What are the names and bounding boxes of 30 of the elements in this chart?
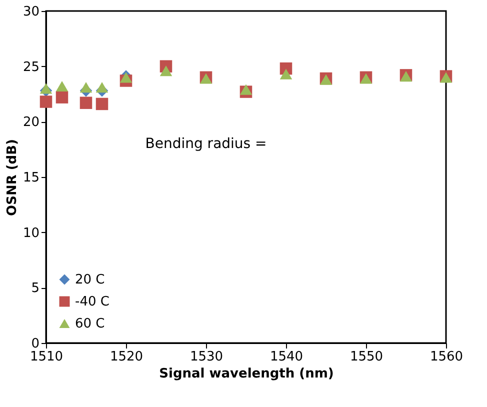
y-tick-label: 30	[22, 4, 40, 20]
point	[56, 80, 68, 92]
point	[80, 82, 92, 93]
legend-label: 20 C	[75, 272, 105, 288]
legend-label: 60 C	[75, 316, 105, 332]
y-tick-label: 10	[22, 226, 40, 241]
y-tick-label: 5	[31, 281, 40, 296]
x-tick-label: 1510	[30, 350, 64, 364]
point	[40, 96, 52, 108]
point	[240, 84, 252, 95]
point	[40, 83, 52, 94]
point	[80, 96, 92, 109]
y-tick-label: 0	[31, 336, 40, 352]
point	[56, 91, 68, 104]
point	[160, 65, 172, 76]
point	[96, 98, 108, 110]
x-tick-label: 1530	[190, 350, 224, 364]
y-tick-label: 25	[22, 60, 40, 75]
x-tick-label: 1540	[270, 350, 304, 364]
y-tick-label: 15	[22, 170, 40, 186]
y-tick-label: 20	[22, 115, 40, 130]
x-tick-label: 1550	[350, 350, 384, 364]
x-tick-label: 1520	[110, 350, 144, 364]
legend-label: -40 C	[75, 294, 110, 310]
x-tick-label: 1560	[430, 350, 464, 364]
x-axis-title: Signal wavelength (nm)	[159, 366, 334, 382]
point	[280, 68, 292, 80]
y-axis-title: OSNR (dB)	[4, 139, 20, 216]
point	[96, 82, 108, 93]
annotation: Bending radius =	[145, 136, 267, 152]
